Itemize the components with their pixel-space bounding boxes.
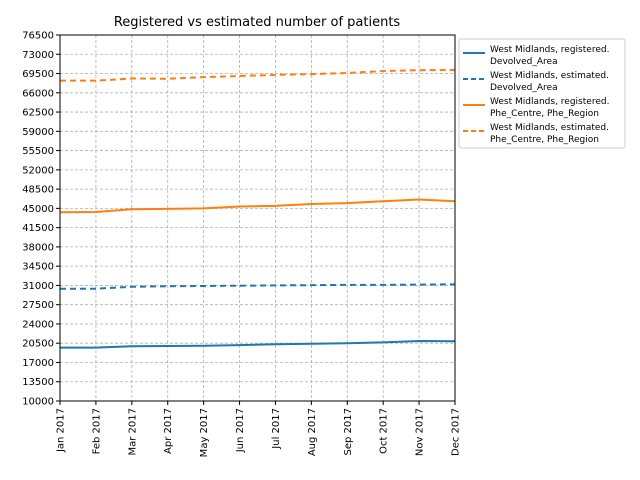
y-tick-label: 45000 [22, 204, 54, 215]
y-tick-label: 76500 [22, 31, 54, 42]
series-line [60, 340, 456, 349]
x-tick-label: Apr 2017 [163, 408, 174, 454]
y-tick-label: 48500 [22, 185, 54, 196]
x-tick-label: Feb 2017 [91, 408, 102, 454]
x-tick-label: May 2017 [199, 408, 210, 457]
x-tick-label: Jan 2017 [56, 408, 67, 453]
legend-item: West Midlands, estimated. Devolved_Area [463, 71, 609, 93]
y-tick-label: 10000 [22, 397, 54, 408]
y-tick-label: 20500 [22, 339, 54, 350]
y-tick-label: 55500 [22, 146, 54, 157]
x-tick-label: Sep 2017 [343, 408, 354, 455]
legend-box [458, 38, 626, 149]
y-tick-label: 73000 [22, 50, 54, 61]
legend-item: West Midlands, registered. Devolved_Area [463, 45, 609, 67]
y-tick-label: 24000 [22, 319, 54, 330]
y-tick-label: 13500 [22, 377, 54, 388]
series-2 [59, 283, 456, 290]
y-tick-label: 27500 [22, 300, 54, 311]
y-tick-label: 69500 [22, 69, 54, 80]
x-tick-label: Nov 2017 [415, 408, 426, 456]
x-tick-label: Jul 2017 [271, 408, 282, 450]
series-layer [59, 68, 456, 349]
y-tick-label: 31000 [22, 281, 54, 292]
plot-frame [59, 34, 456, 402]
series-4 [59, 68, 456, 82]
x-tick-label: Aug 2017 [307, 408, 318, 456]
x-tick-label: Mar 2017 [127, 408, 138, 456]
y-tick-label: 59000 [22, 127, 54, 138]
series-3 [59, 198, 456, 214]
legend-item: West Midlands, registered. Phe_Centre, Ph… [463, 97, 609, 119]
series-1 [59, 340, 456, 349]
x-tick-label: Dec 2017 [451, 408, 462, 456]
y-tick-label: 62500 [22, 108, 54, 119]
chart-title: Registered vs estimated number of patien… [114, 15, 401, 30]
y-tick-label: 17000 [22, 358, 54, 369]
series-line [60, 283, 456, 290]
y-tick-label: 66000 [22, 88, 54, 99]
legend-label: West Midlands, registered. Devolved_Area [490, 45, 609, 67]
x-tick-label: Oct 2017 [379, 408, 390, 454]
y-tick-label: 34500 [22, 262, 54, 273]
y-tick-label: 52000 [22, 165, 54, 176]
x-axis: Jan 2017 Feb 2017 Mar 2017 Apr 2017 May 2017… [56, 401, 462, 457]
y-tick-label: 41500 [22, 223, 54, 234]
y-axis: 10000 13500 17000 20500 24000 27500 31000 34500… [22, 31, 60, 408]
legend-label: West Midlands, estimated. Phe_Centre, Phe… [490, 123, 609, 145]
legend: West Midlands, registered. Devolved_Area W… [458, 38, 626, 149]
legend-label: West Midlands, registered. Phe_Centre, Ph… [490, 97, 609, 119]
x-tick-label: Jun 2017 [235, 408, 246, 453]
y-tick-label: 38000 [22, 242, 54, 253]
series-line [60, 68, 456, 82]
legend-item: West Midlands, estimated. Phe_Centre, Phe… [463, 123, 609, 145]
series-line [59, 198, 456, 214]
legend-label: West Midlands, estimated. Devolved_Area [490, 71, 609, 93]
